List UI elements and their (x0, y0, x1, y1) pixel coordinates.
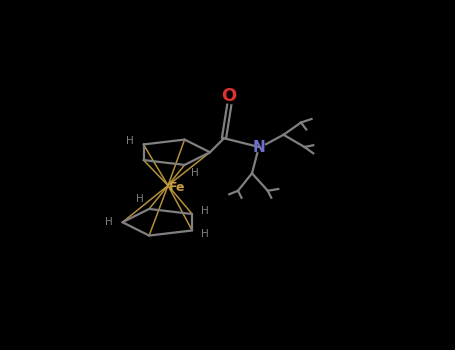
Text: H: H (126, 136, 134, 146)
Text: H: H (201, 205, 209, 216)
Text: H: H (191, 168, 198, 178)
Text: H: H (136, 194, 144, 204)
Text: O: O (222, 87, 237, 105)
Text: H: H (201, 229, 209, 239)
Text: H: H (105, 217, 113, 227)
Text: Fe: Fe (168, 181, 185, 194)
Text: N: N (253, 140, 265, 154)
